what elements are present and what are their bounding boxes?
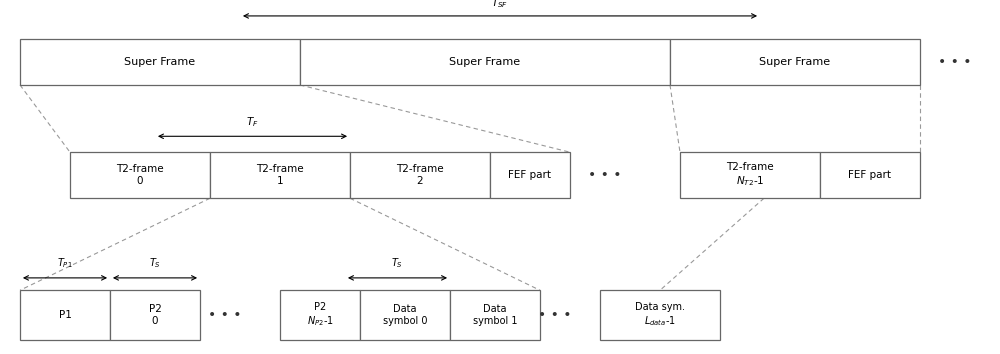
- Text: • • •: • • •: [208, 308, 242, 322]
- Text: T2-frame
0: T2-frame 0: [116, 164, 164, 186]
- Text: FEF part: FEF part: [509, 170, 552, 180]
- Bar: [820, 152, 920, 198]
- Bar: [350, 152, 490, 198]
- Bar: [670, 39, 920, 85]
- Text: P2
$N_{P2}$-1: P2 $N_{P2}$-1: [307, 302, 333, 328]
- Text: FEF part: FEF part: [848, 170, 892, 180]
- Text: T2-frame
$N_{T2}$-1: T2-frame $N_{T2}$-1: [726, 162, 774, 188]
- Text: P1: P1: [59, 310, 71, 320]
- Text: $T_S$: $T_S$: [391, 256, 404, 270]
- Bar: [300, 39, 670, 85]
- Text: Data sym.
$L_{data}$-1: Data sym. $L_{data}$-1: [635, 302, 685, 328]
- Bar: [490, 152, 570, 198]
- Text: • • •: • • •: [938, 55, 972, 69]
- Text: Super Frame: Super Frame: [124, 57, 196, 67]
- Bar: [70, 152, 210, 198]
- Bar: [450, 290, 540, 340]
- Text: $T_{P1}$: $T_{P1}$: [57, 256, 73, 270]
- Text: $T_{SF}$: $T_{SF}$: [491, 0, 509, 10]
- Text: • • •: • • •: [538, 308, 572, 322]
- Text: $T_S$: $T_S$: [149, 256, 161, 270]
- Text: Super Frame: Super Frame: [759, 57, 831, 67]
- Bar: [20, 39, 300, 85]
- Bar: [600, 290, 720, 340]
- Text: $T_F$: $T_F$: [246, 115, 259, 129]
- Text: Data
symbol 0: Data symbol 0: [383, 304, 427, 326]
- Bar: [210, 152, 350, 198]
- Bar: [280, 290, 360, 340]
- Bar: [110, 290, 200, 340]
- Text: T2-frame
1: T2-frame 1: [256, 164, 304, 186]
- Bar: [680, 152, 820, 198]
- Text: Data
symbol 1: Data symbol 1: [473, 304, 517, 326]
- Bar: [20, 290, 110, 340]
- Text: • • •: • • •: [588, 168, 622, 182]
- Text: Super Frame: Super Frame: [449, 57, 521, 67]
- Bar: [360, 290, 450, 340]
- Text: P2
0: P2 0: [149, 304, 161, 326]
- Text: T2-frame
2: T2-frame 2: [396, 164, 444, 186]
